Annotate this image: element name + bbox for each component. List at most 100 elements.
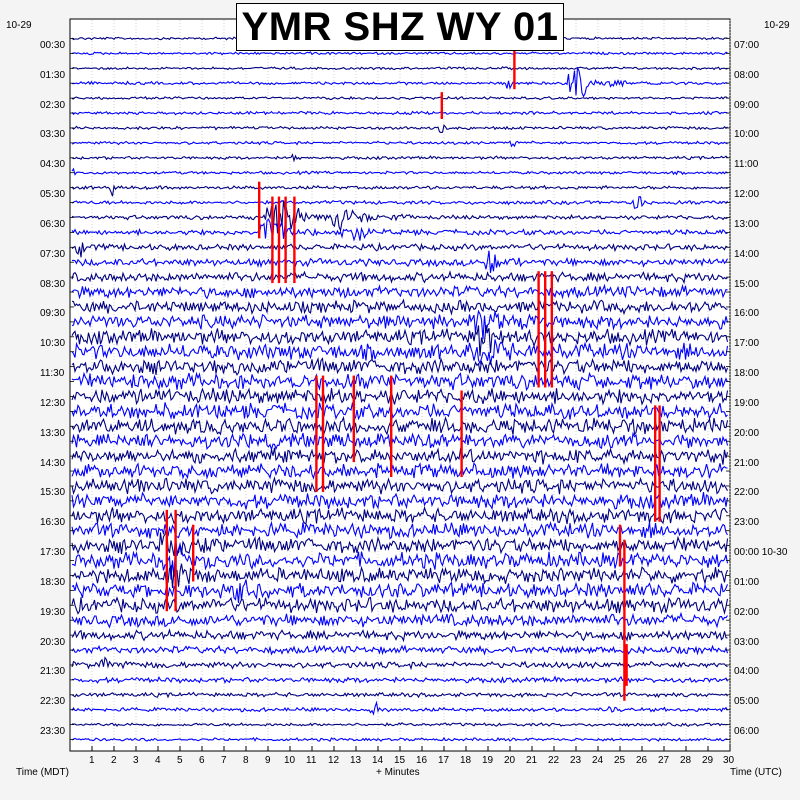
x-tick-label: 30 — [723, 755, 735, 766]
date-left-label: 10-29 — [6, 20, 32, 31]
trace-row — [71, 140, 728, 148]
left-time-label: 09:30 — [40, 308, 66, 320]
left-time-label: 00:30 — [40, 39, 66, 51]
trace-row — [71, 736, 728, 743]
clipped-marker — [625, 644, 628, 686]
left-time-label: 02:30 — [40, 99, 66, 111]
x-tick-label: 21 — [526, 755, 538, 766]
right-time-label: 12:00 — [734, 189, 760, 201]
x-tick-label: 24 — [592, 755, 604, 766]
x-tick-label: 22 — [548, 755, 560, 766]
left-time-label: 18:30 — [40, 576, 66, 588]
right-time-label: 22:00 — [734, 487, 760, 499]
right-time-label: 13:00 — [734, 218, 760, 230]
trace-row — [71, 476, 728, 495]
x-tick-label: 1 — [89, 755, 95, 766]
trace-row — [71, 66, 728, 71]
trace-row — [71, 700, 728, 716]
trace-rows — [71, 36, 729, 743]
clipped-marker — [460, 390, 463, 478]
trace-row — [71, 67, 728, 98]
trace-row — [71, 505, 728, 525]
right-time-label: 15:00 — [734, 278, 760, 290]
clipped-markers — [165, 47, 661, 701]
right-time-label: 10:00 — [734, 129, 760, 141]
clipped-marker — [271, 196, 274, 284]
x-tick-label: 25 — [614, 755, 626, 766]
trace-row — [71, 250, 728, 273]
right-time-label: 00:00 10-30 — [734, 547, 788, 559]
x-tick-label: 5 — [177, 755, 183, 766]
right-time-label: 23:00 — [734, 517, 760, 529]
clipped-marker — [440, 92, 443, 120]
right-time-label: 11:00 — [734, 159, 759, 171]
right-time-label: 06:00 — [734, 726, 760, 738]
trace-row — [71, 200, 728, 236]
date-right-label: 10-29 — [764, 20, 790, 31]
right-time-label: 16:00 — [734, 308, 760, 320]
trace-row — [71, 675, 729, 684]
left-time-label: 04:30 — [40, 159, 66, 171]
x-tick-label: 6 — [199, 755, 205, 766]
x-tick-label: 23 — [570, 755, 582, 766]
trace-row — [71, 153, 728, 163]
trace-row — [71, 527, 729, 557]
trace-row — [71, 431, 729, 452]
left-time-label: 06:30 — [40, 218, 66, 230]
x-tick-label: 19 — [482, 755, 494, 766]
right-time-label: 17:00 — [734, 338, 760, 350]
trace-row — [71, 415, 729, 436]
right-time-label: 21:00 — [734, 457, 760, 469]
x-label-center: + Minutes — [376, 767, 420, 778]
clipped-marker — [192, 524, 195, 582]
x-tick-label: 15 — [394, 755, 406, 766]
clipped-marker — [390, 375, 393, 478]
clipped-marker — [321, 375, 325, 492]
left-time-label: 08:30 — [40, 278, 66, 290]
left-time-label: 21:30 — [40, 666, 66, 678]
trace-row — [71, 167, 728, 176]
x-tick-label: 11 — [306, 755, 317, 766]
left-time-label: 10:30 — [40, 338, 66, 350]
chart-title: YMR SHZ WY 01 — [241, 4, 559, 49]
clipped-marker — [284, 196, 287, 284]
clipped-marker — [315, 375, 318, 492]
left-time-label: 16:30 — [40, 517, 66, 529]
right-time-label: 09:00 — [734, 99, 760, 111]
x-tick-label: 26 — [636, 755, 648, 766]
trace-row — [71, 356, 729, 376]
right-time-label: 14:00 — [734, 248, 760, 260]
left-time-label: 11:30 — [40, 368, 65, 380]
trace-row — [71, 520, 728, 540]
x-label-right: Time (UTC) — [730, 767, 782, 778]
trace-row — [71, 324, 729, 357]
right-time-label: 07:00 — [734, 39, 760, 51]
x-tick-label: 12 — [328, 755, 340, 766]
trace-row — [71, 387, 729, 406]
x-tick-label: 29 — [702, 755, 714, 766]
left-time-label: 15:30 — [40, 487, 66, 499]
trace-row — [72, 722, 728, 728]
trace-row — [71, 462, 728, 480]
trace-row — [71, 447, 729, 466]
right-time-label: 03:00 — [734, 636, 760, 648]
left-time-label: 17:30 — [40, 547, 66, 559]
left-time-label: 19:30 — [40, 606, 66, 618]
x-tick-label: 3 — [133, 755, 139, 766]
x-tick-label: 28 — [680, 755, 692, 766]
trace-row — [71, 309, 729, 340]
x-label-left: Time (MDT) — [16, 767, 69, 778]
clipped-marker — [293, 196, 296, 284]
right-time-label: 04:00 — [734, 666, 760, 678]
trace-row — [71, 371, 729, 392]
trace-row — [71, 283, 728, 300]
trace-row — [71, 270, 728, 285]
clipped-marker — [352, 375, 355, 463]
clipped-marker — [258, 181, 261, 239]
clipped-marker — [658, 405, 661, 522]
clipped-marker — [623, 539, 626, 701]
left-time-label: 20:30 — [40, 636, 66, 648]
x-tick-label: 16 — [416, 755, 428, 766]
trace-row — [71, 339, 729, 365]
x-tick-label: 13 — [350, 755, 362, 766]
